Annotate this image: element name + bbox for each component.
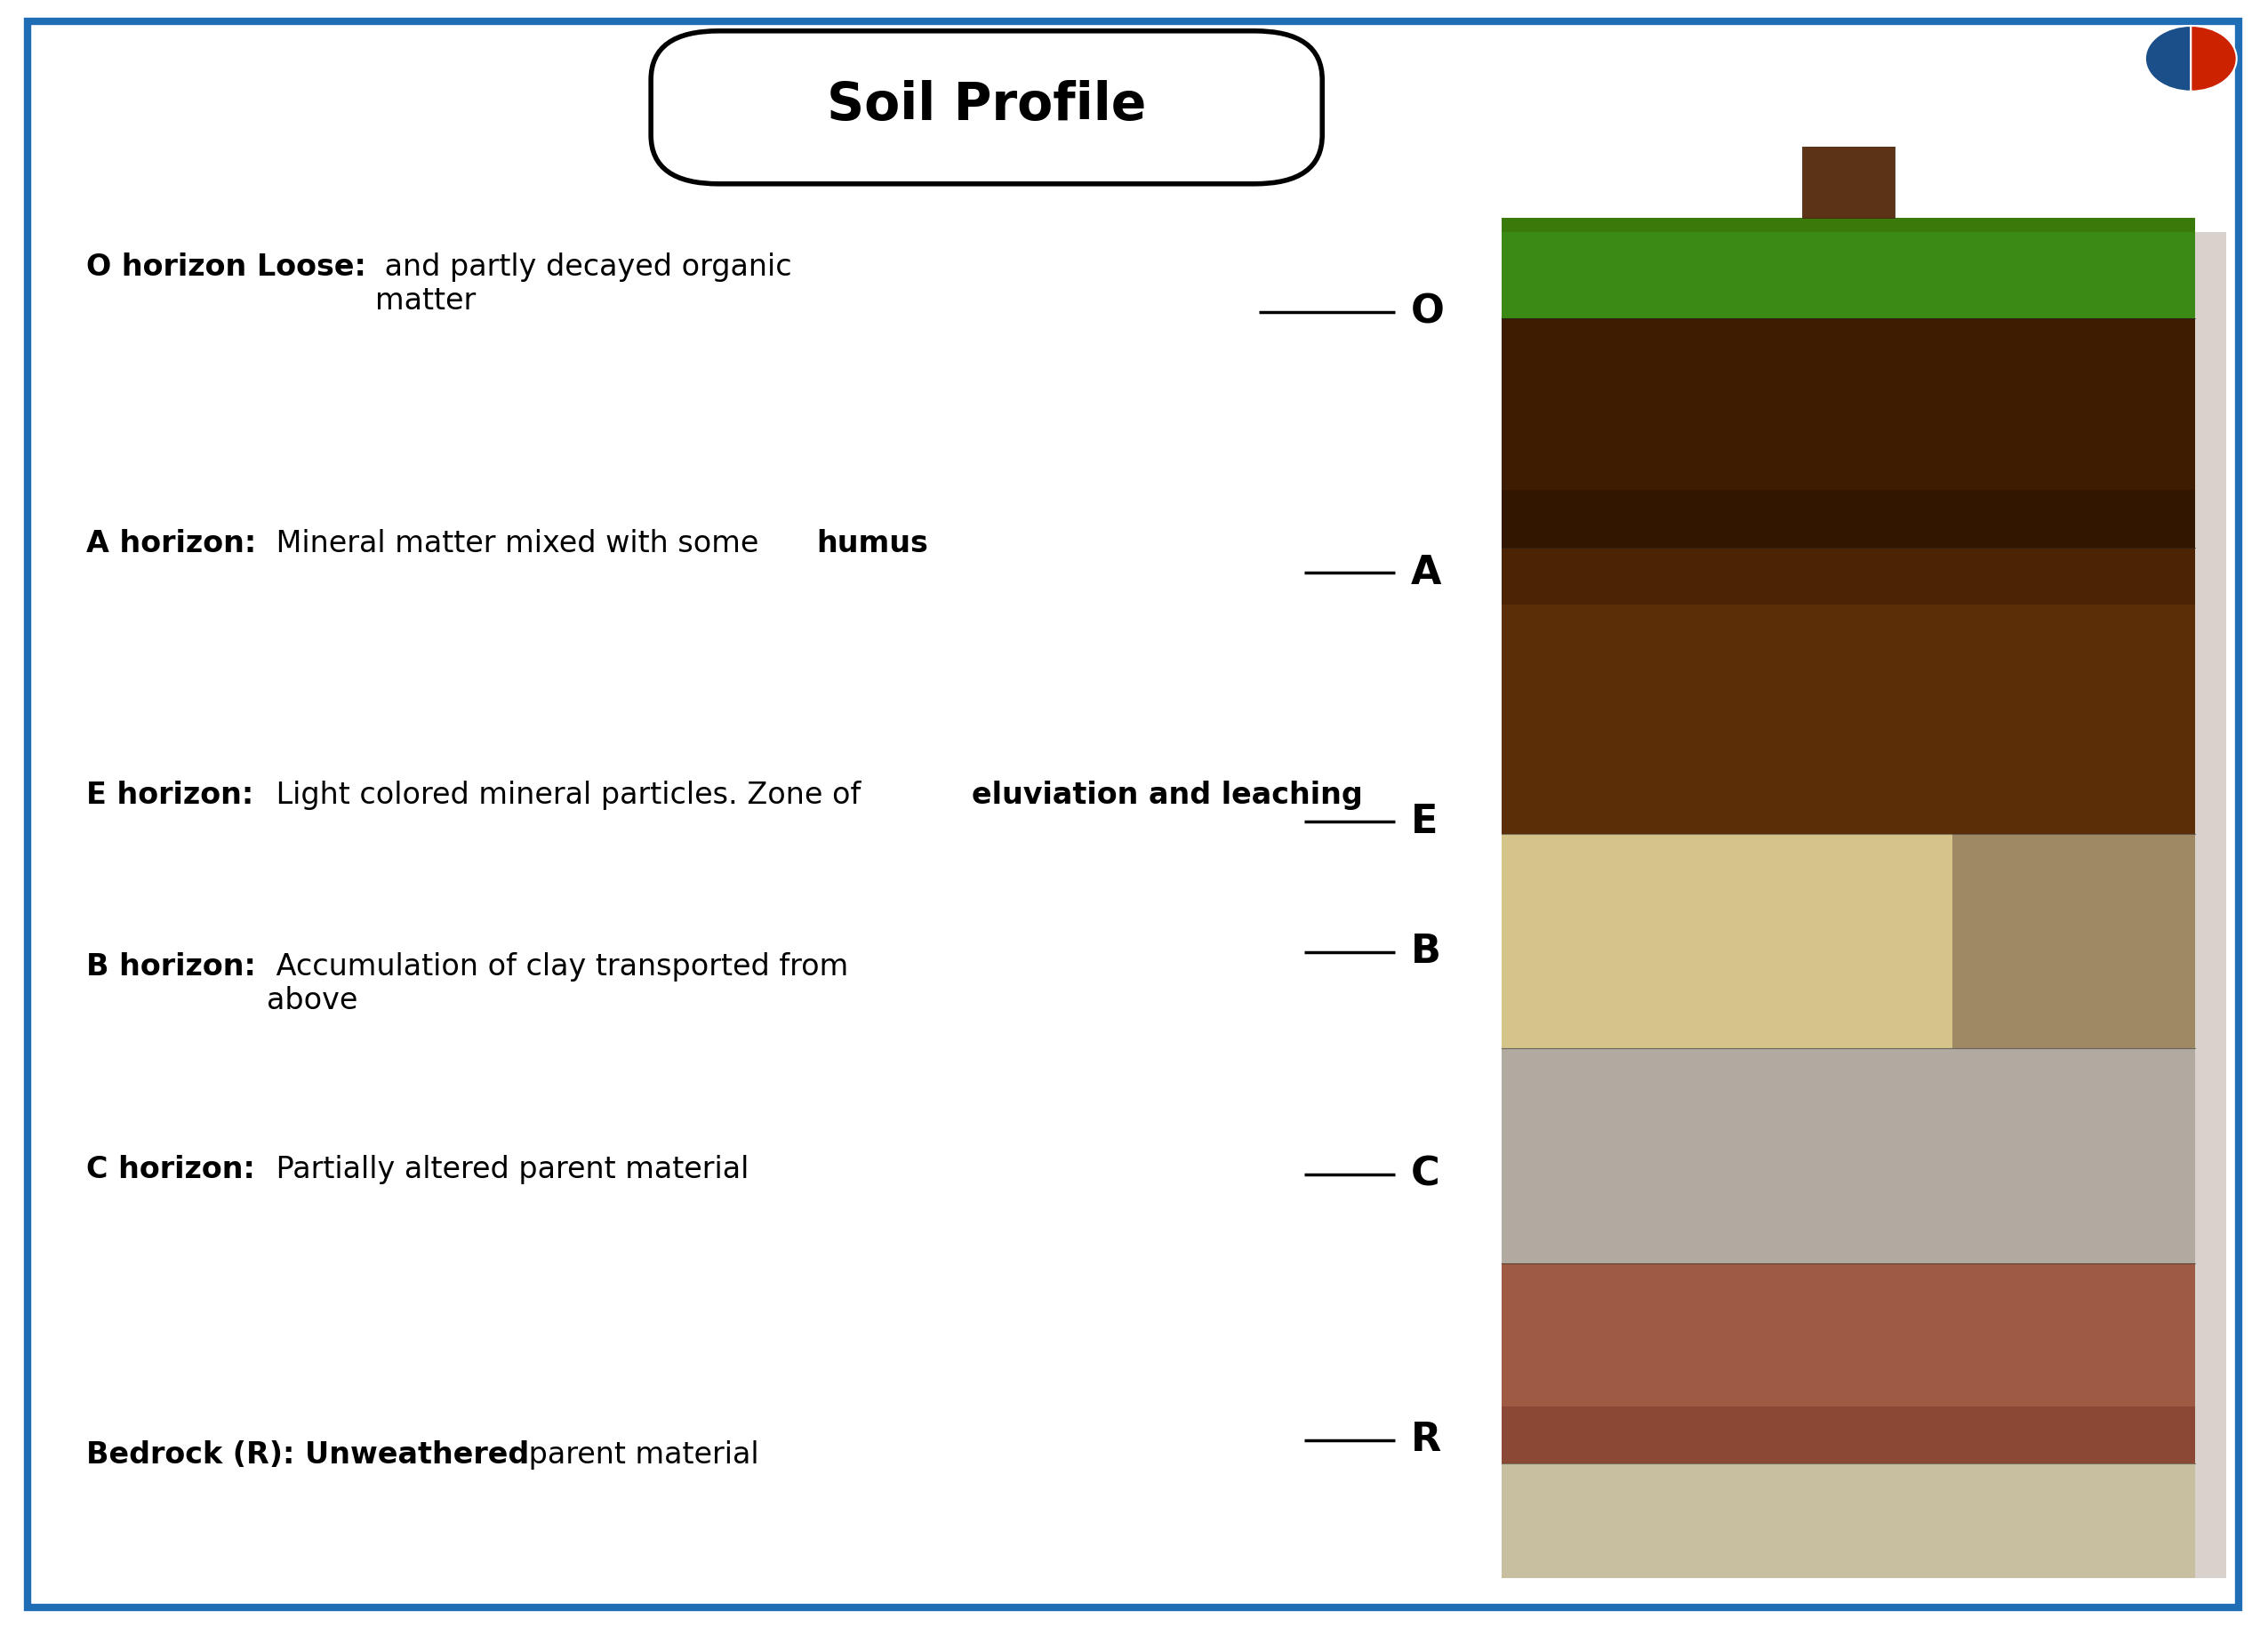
Bar xyxy=(2195,233,2227,1578)
Text: R: R xyxy=(1411,1420,1440,1459)
Bar xyxy=(1803,75,1894,218)
Text: O: O xyxy=(1411,293,1445,332)
Text: Light colored mineral particles. Zone of: Light colored mineral particles. Zone of xyxy=(268,781,862,844)
Text: eluviation and leaching: eluviation and leaching xyxy=(971,781,1363,810)
Text: humus: humus xyxy=(816,529,928,558)
Text: B: B xyxy=(1411,932,1440,971)
Text: Soil Profile: Soil Profile xyxy=(828,80,1145,132)
FancyBboxPatch shape xyxy=(651,31,1322,184)
Wedge shape xyxy=(2191,26,2236,91)
Text: A horizon:: A horizon: xyxy=(86,529,256,558)
Bar xyxy=(1501,833,2195,1048)
Bar xyxy=(1501,1464,2195,1578)
Bar xyxy=(1501,218,2195,319)
Text: C: C xyxy=(1411,1155,1440,1194)
Bar xyxy=(1501,547,2195,605)
Text: and partly decayed organic
matter: and partly decayed organic matter xyxy=(374,252,792,316)
Text: Bedrock (R): Unweathered: Bedrock (R): Unweathered xyxy=(86,1440,528,1469)
Text: C horizon:: C horizon: xyxy=(86,1155,254,1184)
Bar xyxy=(1501,1048,2195,1263)
Bar xyxy=(1501,547,2195,833)
Text: B horizon:: B horizon: xyxy=(86,952,256,981)
Text: E horizon:: E horizon: xyxy=(86,781,254,810)
Text: A: A xyxy=(1411,553,1442,592)
Text: Partially altered parent material: Partially altered parent material xyxy=(268,1155,748,1184)
Text: O horizon Loose:: O horizon Loose: xyxy=(86,252,365,281)
Bar xyxy=(1953,833,2195,1048)
Wedge shape xyxy=(2146,26,2191,91)
Bar xyxy=(1501,319,2195,547)
Text: E: E xyxy=(1411,802,1438,841)
Text: Accumulation of clay transported from
above: Accumulation of clay transported from ab… xyxy=(268,952,848,1015)
Bar xyxy=(1501,1263,2195,1464)
Bar xyxy=(1501,490,2195,547)
Text: parent material: parent material xyxy=(519,1440,760,1469)
Text: Mineral matter mixed with some: Mineral matter mixed with some xyxy=(268,529,769,558)
Bar xyxy=(1501,1406,2195,1464)
Bar xyxy=(1501,233,2195,319)
